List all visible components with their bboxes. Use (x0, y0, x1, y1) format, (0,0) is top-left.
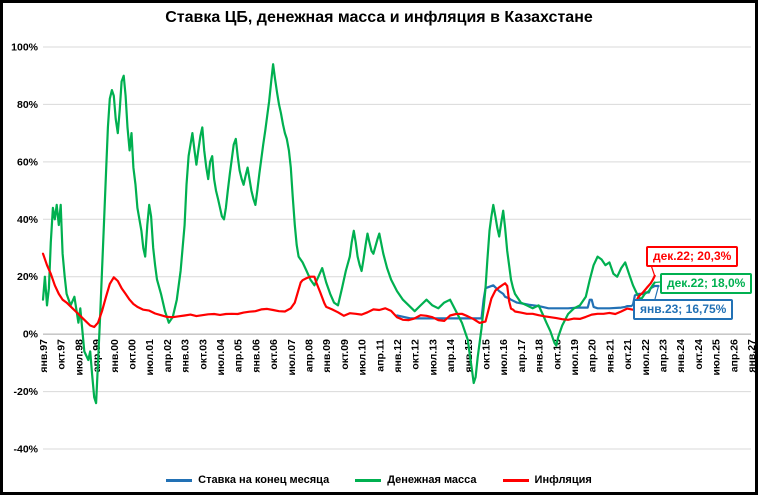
x-axis-label: янв.09 (321, 339, 333, 373)
y-axis-label: 20% (17, 271, 39, 283)
legend-label: Денежная масса (387, 474, 477, 486)
y-axis-label: 100% (11, 42, 39, 54)
x-axis-label: апр.08 (304, 339, 316, 372)
x-axis-label: янв.06 (250, 339, 262, 373)
legend-line-swatch (166, 478, 193, 482)
y-axis-label: -40% (13, 444, 38, 456)
legend-line-swatch (355, 478, 382, 482)
x-axis-label: апр.23 (658, 339, 670, 372)
y-axis-label: 80% (17, 99, 39, 111)
x-axis-label: окт.06 (268, 339, 280, 370)
x-axis-label: окт.03 (197, 339, 209, 370)
legend-line-swatch (502, 478, 529, 482)
x-axis-label: апр.99 (91, 339, 103, 372)
x-axis-label: июл.19 (569, 339, 581, 376)
legend-item-money_supply: Денежная масса (355, 474, 477, 486)
annotation-callout-3: янв.23; 16,75% (633, 299, 734, 320)
x-axis-label: окт.09 (339, 339, 351, 370)
legend-item-rate: Ставка на конец месяца (166, 474, 329, 486)
y-axis-label: 60% (17, 156, 39, 168)
x-axis-label: янв.24 (675, 339, 687, 373)
x-axis-label: апр.05 (233, 339, 245, 372)
x-axis-label: апр.26 (728, 339, 740, 372)
x-axis-label: янв.03 (180, 339, 192, 373)
x-axis-label: апр.02 (162, 339, 174, 372)
x-axis-label: янв.12 (392, 339, 404, 373)
x-axis-label: окт.24 (693, 339, 705, 370)
x-axis-label: апр.14 (445, 339, 457, 372)
annotation-callout-2: дек.22; 18,0% (660, 273, 753, 294)
legend-label: Ставка на конец месяца (198, 474, 330, 486)
x-axis-label: янв.21 (604, 339, 616, 373)
chart-canvas: 100% 80% 60% 40% 20% 0% -20% -40% янв.97 окт.97 ию… (11, 42, 755, 456)
y-axis-label: 40% (17, 214, 39, 226)
y-axis-label: 0% (23, 329, 39, 341)
x-axis-label: июл.10 (357, 339, 369, 376)
x-axis-label: июл.07 (286, 339, 298, 376)
series-inflation (41, 252, 656, 329)
x-axis-label: янв.27 (746, 339, 755, 373)
x-axis-label: янв.18 (534, 339, 546, 373)
x-axis-label: апр.11 (374, 339, 386, 372)
series-money_supply (41, 63, 656, 405)
x-axis-label: окт.18 (551, 339, 563, 370)
y-axis-label: -20% (13, 386, 38, 398)
x-axis-label: июл.13 (427, 339, 439, 376)
x-axis-label: июл.16 (498, 339, 510, 376)
legend-label: Инфляция (534, 474, 592, 486)
legend-item-inflation: Инфляция (502, 474, 592, 486)
x-axis-label: янв.00 (109, 339, 121, 373)
x-axis-label: апр.20 (587, 339, 599, 372)
x-axis-label: окт.00 (127, 339, 139, 370)
x-axis-label: июл.98 (73, 339, 85, 376)
x-axis-label: июл.22 (640, 339, 652, 376)
x-axis-label: окт.15 (481, 339, 493, 370)
x-axis-label: апр.17 (516, 339, 528, 372)
annotation-leader-line (654, 281, 661, 284)
x-axis-label: окт.97 (56, 339, 68, 370)
x-axis-label: окт.12 (410, 339, 422, 370)
annotation-leader-line (654, 285, 660, 300)
chart-title: Ставка ЦБ, денежная масса и инфляция в К… (165, 9, 593, 26)
chart-legend: Ставка на конец месяца Денежная масса Инфл… (3, 474, 755, 486)
x-axis-label: янв.97 (38, 339, 50, 373)
annotation-callout-1: дек.22; 20,3% (646, 246, 739, 267)
x-axis-label: июл.04 (215, 339, 227, 376)
x-axis-label: июл.01 (144, 339, 156, 376)
x-axis-label: июл.25 (711, 339, 723, 376)
x-axis-label: окт.21 (622, 339, 634, 370)
